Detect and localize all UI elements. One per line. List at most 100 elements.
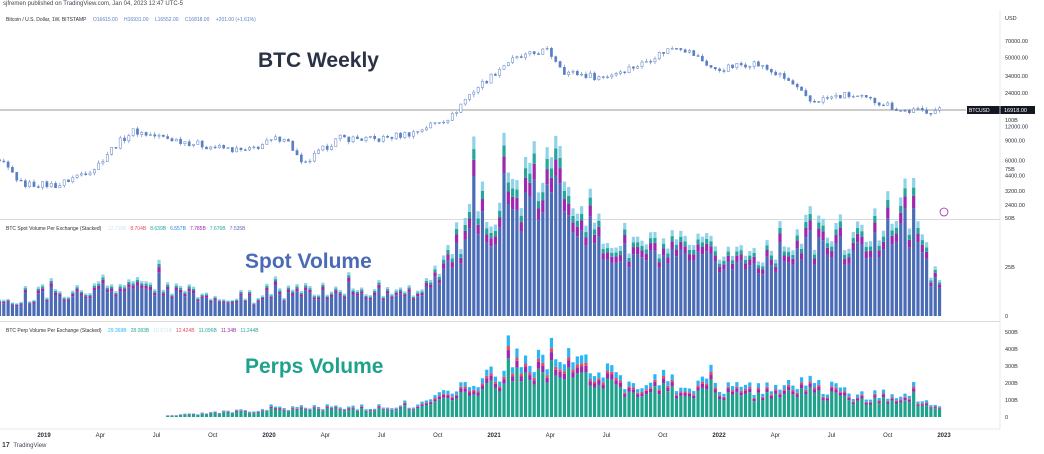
candle-body [231,147,234,153]
spot-volume-bar [347,275,351,278]
spot-volume-bar [373,292,377,295]
perp-volume-bar [623,396,627,417]
spot-volume-bar [631,247,635,255]
spot-volume-bar [614,247,618,253]
spot-volume-bar [705,238,709,244]
perp-volume-bar [519,376,523,382]
spot-volume-bar [843,250,847,255]
candle-body [101,161,105,164]
candle-body [325,145,329,150]
spot-volume-bar [429,279,433,283]
candle-body [235,147,239,153]
candle-body [545,48,549,50]
candle-body [131,128,135,136]
spot-volume-bar [304,287,308,291]
perp-volume-bar [308,410,312,417]
perp-volume-bar [347,408,351,410]
spot-volume-bar [580,230,584,316]
spot-volume-bar [912,177,916,188]
perp-volume-bar [752,397,756,399]
spot-volume-bar [700,242,704,248]
perp-volume-bar [278,407,282,409]
spot-volume-bar [545,158,549,170]
spot-volume-bar [799,248,804,254]
spot-volume-bar [49,286,53,316]
spot-volume-bar [485,242,489,316]
candle-body [632,66,635,69]
perp-volume-bar [933,404,937,407]
spot-volume-bar [860,231,864,237]
spot-volume-bar [424,283,428,287]
spot-volume-bar [709,241,713,247]
perp-volume-bar [873,393,877,396]
perp-volume-bar [920,404,924,406]
perp-volume-bar [420,404,424,406]
spot-volume-bar [808,213,812,221]
perp-volume-bar [817,386,821,391]
spot-volume-bar [114,292,118,295]
perp-volume-bar [787,379,791,385]
spot-volume-bar [567,186,571,196]
candle-body [15,172,19,181]
spot-volume-bar [239,291,243,294]
perp-volume-bar [450,393,454,397]
perp-volume-bar [709,379,713,417]
spot-volume-bar [899,212,903,224]
spot-volume-bar [161,289,165,292]
spot-volume-bar [377,282,381,285]
spot-volume-bar [364,294,368,296]
spot-volume-bar [511,178,515,189]
candle-body [114,147,118,149]
perp-volume-bar [217,414,222,417]
spot-volume-bar [62,296,66,299]
perp-volume-bar [868,404,873,417]
spot-volume-bar [429,284,433,288]
spot-volume-bar [765,250,769,257]
candle-body [485,81,489,84]
spot-volume-bar [541,182,545,193]
spot-volume-bar [360,287,364,290]
spot-volume-bar [230,301,234,302]
spot-volume-bar [278,291,282,295]
spot-volume-bar [588,197,592,206]
perp-volume-bar [739,390,743,393]
perp-volume-bar [286,409,291,411]
spot-volume-bar [912,195,916,209]
perp-volume-bar [360,408,364,417]
spot-volume-bar [79,293,84,296]
spot-volume-bar [787,256,791,263]
spot-volume-bar [265,290,269,316]
perp-volume-bar [657,394,661,417]
spot-volume-bar [912,187,916,196]
perp-volume-bar [588,381,592,386]
perp-volume-bar [222,411,226,413]
perp-volume-bar [718,391,722,396]
perp-volume-bar [446,395,450,399]
spot-volume-bar [467,218,472,229]
perp-volume-bar [860,395,864,399]
perp-volume-bar [222,412,226,417]
perp-volume-bar [847,393,851,397]
spot-volume-bar [170,295,174,297]
perp-volume-bar [360,406,364,407]
perp-volume-bar [411,410,416,417]
perp-volume-bar [937,408,942,410]
spot-volume-bar [817,222,821,229]
spot-volume-bar [32,299,36,302]
spot-volume-bar [700,236,704,243]
perp-volume-bar [342,410,347,412]
perp-volume-bar [385,410,390,417]
spot-volume-bar [925,247,929,252]
spot-volume-bar [756,268,761,274]
candle-body [192,144,195,146]
candle-body [787,78,790,81]
perp-volume-bar [825,398,830,401]
perp-volume-bar [597,378,601,381]
spot-volume-bar [351,294,355,316]
spot-volume-bar [929,280,933,283]
spot-volume-bar [442,259,446,264]
spot-volume-bar [735,261,739,316]
perp-volume-bar [605,373,610,379]
perp-volume-bar [394,407,398,409]
spot-volume-bar [894,233,899,242]
